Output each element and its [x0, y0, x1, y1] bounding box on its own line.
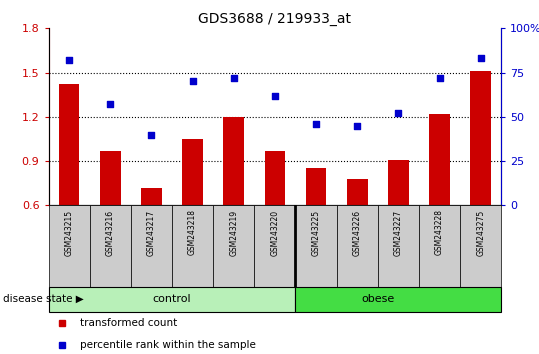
Bar	[388, 160, 409, 205]
Bar	[471, 71, 491, 205]
Text: percentile rank within the sample: percentile rank within the sample	[80, 339, 256, 350]
Bar	[295, 287, 501, 312]
Bar	[59, 84, 79, 205]
Text: GSM243216: GSM243216	[106, 209, 115, 256]
Text: control: control	[153, 294, 191, 304]
Text: GSM243215: GSM243215	[65, 209, 74, 256]
Bar	[49, 287, 295, 312]
Point	[271, 93, 279, 98]
Text: GSM243220: GSM243220	[271, 209, 279, 256]
Bar	[254, 205, 295, 287]
Text: GSM243227: GSM243227	[394, 209, 403, 256]
Point	[353, 123, 362, 129]
Bar	[460, 205, 501, 287]
Point	[230, 75, 238, 81]
Text: GSM243218: GSM243218	[188, 209, 197, 255]
Bar	[131, 205, 172, 287]
Point	[65, 57, 73, 63]
Text: transformed count: transformed count	[80, 318, 177, 329]
Bar	[378, 205, 419, 287]
Bar	[347, 179, 368, 205]
Text: obese: obese	[361, 294, 395, 304]
Bar	[100, 151, 121, 205]
Bar	[295, 205, 337, 287]
Text: GSM243226: GSM243226	[353, 209, 362, 256]
Text: GSM243228: GSM243228	[435, 209, 444, 255]
Point	[312, 121, 320, 127]
Bar	[429, 114, 450, 205]
Point	[147, 132, 156, 137]
Bar	[224, 117, 244, 205]
Title: GDS3688 / 219933_at: GDS3688 / 219933_at	[198, 12, 351, 26]
Point	[106, 102, 115, 107]
Bar	[141, 188, 162, 205]
Point	[394, 110, 403, 116]
Bar	[182, 139, 203, 205]
Bar	[172, 205, 213, 287]
Text: GSM243225: GSM243225	[312, 209, 321, 256]
Point	[476, 56, 485, 61]
Bar	[49, 205, 89, 287]
Text: disease state ▶: disease state ▶	[3, 294, 84, 304]
Text: GSM243219: GSM243219	[229, 209, 238, 256]
Point	[188, 79, 197, 84]
Point	[435, 75, 444, 81]
Bar	[337, 205, 378, 287]
Text: GSM243217: GSM243217	[147, 209, 156, 256]
Bar	[89, 205, 131, 287]
Bar	[213, 205, 254, 287]
Bar	[306, 169, 326, 205]
Text: GSM243275: GSM243275	[476, 209, 485, 256]
Bar	[419, 205, 460, 287]
Bar	[265, 151, 285, 205]
